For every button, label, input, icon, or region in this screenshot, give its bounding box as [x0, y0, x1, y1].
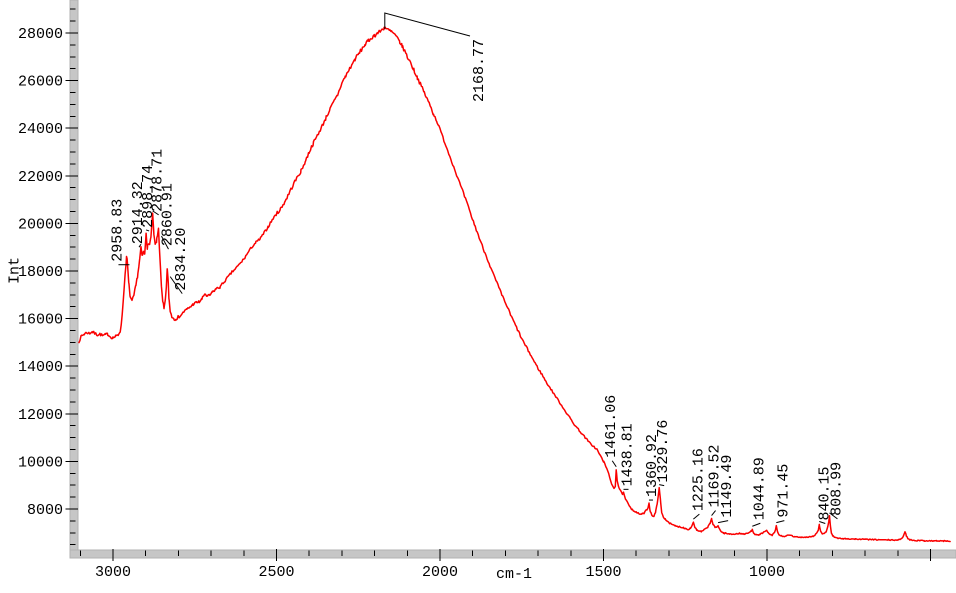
y-tick-label-16000: 16000	[18, 312, 63, 329]
peak-leader-1461.06	[611, 460, 617, 468]
peak-leader-1044.89	[752, 522, 761, 527]
peak-label-2898.74: 2898.74	[140, 165, 157, 228]
x-tick-label-3000: 3000	[95, 564, 131, 581]
x-axis-bar	[69, 549, 956, 559]
peak-leader-2834.20	[169, 276, 183, 294]
peak-leader-971.45	[776, 520, 785, 524]
y-tick-label-26000: 26000	[18, 74, 63, 91]
peak-label-1438.81: 1438.81	[620, 423, 637, 486]
peak-label-1149.49: 1149.49	[719, 455, 736, 518]
y-tick-label-22000: 22000	[18, 169, 63, 186]
peak-label-2958.83: 2958.83	[109, 199, 126, 262]
peak-leader-1169.52	[711, 510, 716, 516]
y-tick-label-14000: 14000	[18, 359, 63, 376]
peak-leader-2860.91	[161, 235, 169, 250]
peak-label-2834.20: 2834.20	[173, 228, 190, 291]
y-tick-label-10000: 10000	[18, 454, 63, 471]
peak-leader-2898.74	[145, 229, 150, 232]
peak-label-1461.06: 1461.06	[603, 395, 620, 458]
peak-label-1169.52: 1169.52	[707, 445, 724, 508]
peak-leader-840.15	[819, 520, 826, 524]
x-tick-label-2500: 2500	[258, 564, 294, 581]
y-tick-label-20000: 20000	[18, 216, 63, 233]
peak-leader-2914.32	[138, 243, 142, 248]
y-tick-label-24000: 24000	[18, 121, 63, 138]
peak-leader-1329.76	[659, 484, 665, 487]
peak-leader-1149.49	[718, 520, 729, 524]
spectrum-trace	[78, 26, 951, 543]
peak-leader-808.99	[829, 512, 838, 520]
peak-leader-2878.71	[152, 210, 159, 216]
peak-label-2168.77: 2168.77	[471, 39, 488, 102]
peak-label-2878.71: 2878.71	[150, 149, 167, 212]
x-axis-title: cm-1	[495, 566, 532, 583]
y-axis-bar	[69, 0, 79, 559]
peak-label-1329.76: 1329.76	[655, 420, 672, 483]
y-tick-label-18000: 18000	[18, 264, 63, 281]
peak-leader-2168.77	[384, 12, 471, 37]
x-tick-label-1000: 1000	[749, 564, 785, 581]
x-tick-label-2000: 2000	[422, 564, 458, 581]
y-axis-title: Int	[6, 257, 24, 285]
peak-label-2860.91: 2860.91	[159, 183, 176, 246]
y-tick-label-8000: 8000	[27, 502, 63, 519]
y-tick-label-28000: 28000	[18, 26, 63, 43]
peak-label-1225.16: 1225.16	[690, 448, 707, 511]
peak-leader-1225.16	[693, 513, 700, 520]
peak-label-2914.32: 2914.32	[130, 181, 147, 244]
peak-label-808.99: 808.99	[828, 462, 845, 516]
peak-label-1360.92: 1360.92	[644, 434, 661, 497]
peak-label-1044.89: 1044.89	[751, 457, 768, 520]
x-tick-label-1500: 1500	[585, 564, 621, 581]
y-tick-label-12000: 12000	[18, 407, 63, 424]
peak-label-840.15: 840.15	[816, 466, 833, 520]
peak-label-971.45: 971.45	[775, 464, 792, 518]
